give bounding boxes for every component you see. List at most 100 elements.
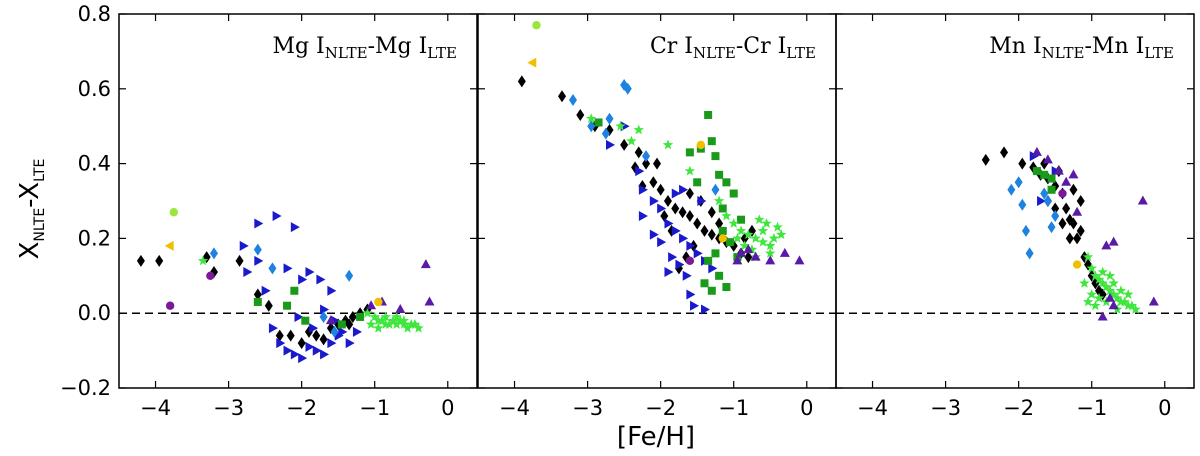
data-point — [606, 139, 616, 150]
y-tick-label: 0.0 — [78, 301, 111, 325]
data-point — [197, 255, 209, 266]
data-point — [765, 255, 776, 265]
data-point — [1079, 277, 1090, 288]
data-point — [290, 286, 299, 295]
data-point — [671, 202, 680, 215]
data-point — [253, 288, 262, 301]
data-point — [685, 256, 695, 266]
data-point — [794, 255, 805, 265]
data-point — [1025, 247, 1034, 260]
data-point — [337, 320, 346, 329]
data-point — [649, 229, 659, 240]
x-tick-label: −2 — [645, 396, 676, 420]
data-point — [696, 140, 706, 150]
data-point — [209, 247, 218, 260]
data-point — [1072, 206, 1083, 216]
data-point — [387, 315, 399, 326]
data-point — [679, 184, 689, 195]
data-point — [626, 135, 637, 146]
data-point — [155, 254, 164, 267]
x-tick-label: −1 — [359, 396, 390, 420]
x-tick-label: −3 — [213, 396, 244, 420]
x-tick-label: −1 — [718, 396, 749, 420]
data-point — [1148, 296, 1159, 306]
data-point — [261, 285, 271, 296]
series-yellow-triangle-left — [164, 240, 174, 251]
data-point — [1043, 195, 1052, 207]
series-green-square — [1032, 167, 1056, 194]
x-axis-title: [Fe/H] — [617, 422, 695, 452]
data-point — [1069, 183, 1078, 196]
data-point — [678, 206, 687, 219]
data-point — [290, 349, 300, 360]
series-yellowgreen-circle — [169, 208, 178, 217]
series-purple-circle — [165, 271, 215, 310]
series-purple-circle — [685, 256, 695, 266]
data-point — [384, 318, 395, 329]
series-yellow-circle — [696, 140, 727, 243]
data-point — [568, 94, 577, 107]
data-point — [713, 195, 725, 206]
data-point — [700, 224, 709, 237]
data-point — [319, 310, 328, 323]
x-tick-label: −2 — [1003, 396, 1034, 420]
data-point — [380, 311, 391, 322]
data-point — [290, 222, 300, 233]
data-point — [739, 240, 750, 251]
data-point — [707, 286, 716, 295]
data-point — [1115, 285, 1127, 296]
data-point — [735, 225, 747, 236]
data-point — [685, 187, 694, 200]
y-axis-title: XNLTE-XLTE — [15, 159, 48, 260]
data-point — [605, 112, 614, 125]
data-point — [708, 263, 718, 274]
data-point — [707, 228, 716, 241]
panel-2: −4 −3 −2 −1 0 Cr INLTE-Cr ILTE — [477, 13, 837, 420]
y-tick-label: 0.4 — [78, 152, 111, 176]
data-point — [1097, 277, 1108, 288]
data-point — [707, 206, 716, 219]
data-point — [1031, 146, 1042, 156]
data-point — [316, 274, 326, 285]
data-point — [663, 195, 672, 207]
data-point — [1040, 187, 1049, 200]
panel-frame — [118, 13, 478, 389]
x-tick-label: −3 — [572, 396, 603, 420]
data-point — [1061, 176, 1072, 186]
data-point — [369, 311, 380, 322]
data-point — [327, 285, 337, 296]
data-point — [1029, 151, 1039, 162]
data-point — [722, 283, 731, 292]
data-point — [305, 267, 315, 278]
data-point — [662, 139, 674, 150]
data-point — [634, 146, 643, 159]
data-point — [402, 322, 413, 333]
data-point — [1076, 224, 1085, 237]
data-point — [1072, 260, 1082, 269]
data-point — [601, 127, 610, 140]
data-point — [348, 310, 357, 323]
data-point — [264, 299, 273, 312]
panel-title-sub1: NLTE — [1042, 44, 1085, 62]
data-point — [649, 176, 658, 189]
data-point — [1137, 195, 1148, 205]
data-point — [297, 337, 306, 350]
data-point — [684, 165, 696, 176]
data-point — [206, 271, 215, 280]
data-point — [268, 262, 277, 275]
data-point — [1058, 189, 1067, 198]
x-tick-label: 0 — [1158, 396, 1171, 420]
data-point — [726, 238, 735, 247]
data-point — [700, 304, 710, 315]
data-point — [657, 203, 667, 214]
data-point — [693, 248, 703, 259]
data-point — [642, 157, 651, 170]
data-point — [1040, 170, 1049, 179]
data-point — [301, 316, 310, 325]
data-point — [374, 297, 383, 307]
series-azure-diamond — [209, 243, 354, 338]
data-point — [711, 183, 720, 196]
panel-3: −4 −3 −2 −1 0 Mn INLTE-Mn ILTE — [835, 13, 1195, 420]
data-point — [305, 341, 315, 352]
series-black-diamond — [981, 146, 1107, 301]
